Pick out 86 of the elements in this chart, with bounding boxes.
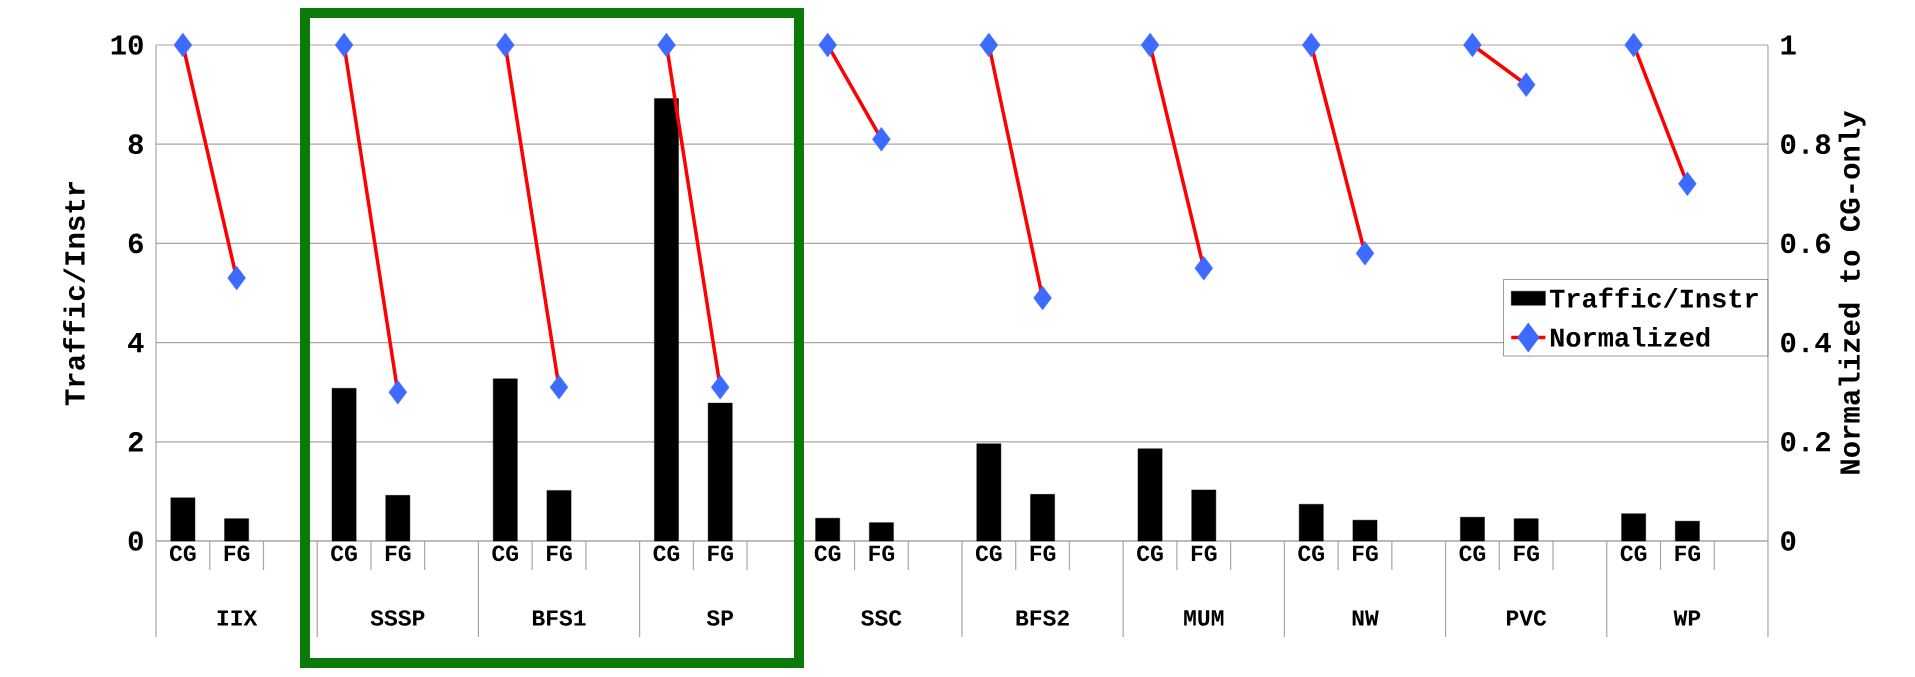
- text: BFS1: [532, 610, 586, 626]
- x-tick-label: FG: [708, 545, 733, 562]
- point: [334, 32, 354, 58]
- point: [388, 379, 408, 405]
- bar: [546, 490, 572, 542]
- point: [1463, 32, 1482, 58]
- text: SSSP: [370, 610, 425, 626]
- legend-label: Normalized: [1550, 326, 1710, 347]
- point: [496, 32, 515, 58]
- y2-tick-label: 0.6: [1781, 233, 1831, 254]
- x-tick-label: FG: [224, 545, 250, 562]
- point: [1678, 171, 1697, 197]
- point: [1140, 32, 1160, 58]
- x-tick-label: FG: [1353, 545, 1378, 562]
- point: [711, 375, 730, 400]
- y-tick-label: 4: [128, 333, 144, 353]
- point: [1033, 285, 1052, 311]
- bar: [492, 378, 518, 542]
- text: PVC: [1507, 610, 1547, 626]
- x-tick-label: CG: [975, 545, 1002, 562]
- x-tick-label: CG: [653, 545, 680, 562]
- bar: [707, 402, 733, 542]
- y2-tick-label: 0.2: [1781, 431, 1830, 452]
- bar: [654, 98, 679, 542]
- y2-tick-label: 0: [1781, 531, 1796, 551]
- x-tick-label: CG: [1298, 545, 1324, 562]
- text: SP: [706, 610, 734, 626]
- x-tick-label: CG: [814, 545, 841, 562]
- y-tick-label: 10: [111, 35, 143, 55]
- text: SSC: [861, 610, 902, 626]
- bar: [1675, 520, 1700, 542]
- y2-axis-title: Normalized to CG-only: [1838, 110, 1866, 474]
- point: [173, 32, 193, 58]
- point: [979, 32, 999, 58]
- text: BFS2: [1016, 610, 1069, 626]
- bar: [869, 522, 894, 542]
- y-axis-title: Traffic/Instr: [63, 182, 85, 406]
- bar: [1621, 513, 1646, 542]
- y-tick-label: 2: [128, 432, 143, 452]
- text: MUM: [1184, 610, 1224, 626]
- point: [872, 127, 891, 152]
- x-tick-label: CG: [1620, 545, 1647, 562]
- bar: [1030, 494, 1055, 542]
- x-tick-label: FG: [1514, 545, 1539, 562]
- bar: [1513, 518, 1539, 542]
- point: [1516, 72, 1536, 97]
- legend-label: Traffic/Instr: [1549, 287, 1758, 308]
- bar: [976, 443, 1002, 542]
- bar: [815, 517, 840, 542]
- bar: [1137, 448, 1163, 542]
- x-tick-label: FG: [385, 545, 411, 562]
- point: [1302, 32, 1321, 58]
- y2-tick-label: 1: [1781, 35, 1796, 55]
- x-tick-label: CG: [492, 545, 518, 562]
- y2-tick-label: 0.8: [1781, 134, 1831, 155]
- y2-tick-label: 0.4: [1781, 332, 1831, 353]
- bar: [385, 495, 411, 542]
- text: NW: [1352, 610, 1379, 626]
- bar: [1298, 504, 1324, 542]
- point: [657, 32, 676, 58]
- x-tick-label: FG: [1191, 545, 1217, 562]
- point: [1624, 32, 1643, 58]
- bar: [1191, 489, 1217, 542]
- x-tick-label: CG: [331, 545, 357, 562]
- point: [818, 32, 837, 58]
- x-tick-label: CG: [1459, 545, 1486, 562]
- text: IIX: [217, 610, 258, 626]
- x-tick-label: FG: [1030, 545, 1056, 562]
- point: [1355, 241, 1375, 266]
- bar: [224, 518, 249, 542]
- bar: [1352, 519, 1378, 542]
- x-tick-label: FG: [547, 545, 572, 562]
- x-tick-label: CG: [1137, 545, 1163, 562]
- y-tick-label: 8: [128, 134, 143, 155]
- bar: [331, 388, 357, 542]
- bar: [170, 497, 196, 542]
- text: WP: [1673, 610, 1701, 626]
- x-tick-label: FG: [1675, 545, 1701, 562]
- bar: [1460, 516, 1485, 542]
- y-tick-label: 0: [128, 531, 143, 551]
- x-tick-label: CG: [169, 545, 196, 562]
- point: [227, 265, 246, 291]
- y-tick-label: 6: [128, 233, 143, 254]
- point: [1194, 255, 1213, 281]
- x-tick-label: FG: [869, 545, 895, 562]
- point: [549, 375, 569, 400]
